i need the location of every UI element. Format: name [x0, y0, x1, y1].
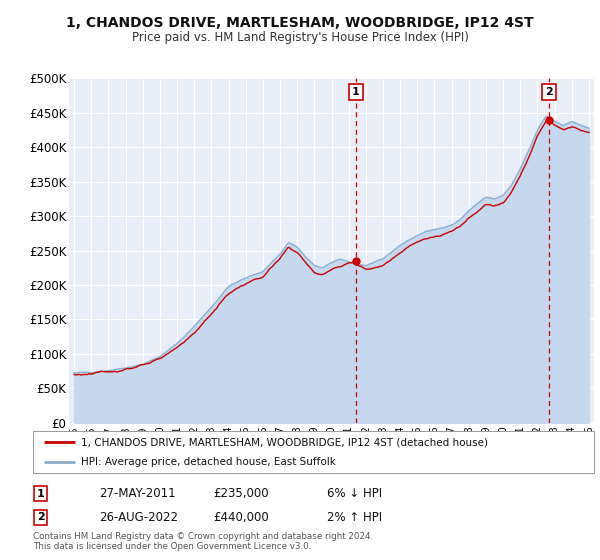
Text: 1, CHANDOS DRIVE, MARTLESHAM, WOODBRIDGE, IP12 4ST: 1, CHANDOS DRIVE, MARTLESHAM, WOODBRIDGE… [66, 16, 534, 30]
Text: This data is licensed under the Open Government Licence v3.0.: This data is licensed under the Open Gov… [33, 542, 311, 551]
Text: £235,000: £235,000 [213, 487, 269, 501]
Text: 26-AUG-2022: 26-AUG-2022 [99, 511, 178, 524]
Text: 1: 1 [37, 489, 44, 499]
Text: 2% ↑ HPI: 2% ↑ HPI [327, 511, 382, 524]
Text: 1: 1 [352, 87, 359, 97]
Text: 1, CHANDOS DRIVE, MARTLESHAM, WOODBRIDGE, IP12 4ST (detached house): 1, CHANDOS DRIVE, MARTLESHAM, WOODBRIDGE… [80, 437, 488, 447]
Text: Price paid vs. HM Land Registry's House Price Index (HPI): Price paid vs. HM Land Registry's House … [131, 31, 469, 44]
Text: £440,000: £440,000 [213, 511, 269, 524]
Text: 2: 2 [37, 512, 44, 522]
Text: 2: 2 [545, 87, 553, 97]
Text: 27-MAY-2011: 27-MAY-2011 [99, 487, 176, 501]
Text: 6% ↓ HPI: 6% ↓ HPI [327, 487, 382, 501]
Text: Contains HM Land Registry data © Crown copyright and database right 2024.: Contains HM Land Registry data © Crown c… [33, 532, 373, 541]
Text: HPI: Average price, detached house, East Suffolk: HPI: Average price, detached house, East… [80, 457, 335, 466]
